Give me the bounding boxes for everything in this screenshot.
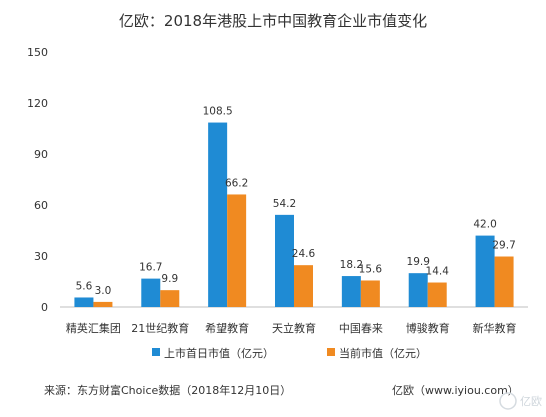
data-label: 9.9 [161,273,178,285]
x-tick-label: 希望教育 [205,321,249,335]
x-tick-label: 新华教育 [473,321,517,335]
bar-series-1 [341,276,361,307]
bar-series-2 [494,256,514,307]
bar-series-1 [408,273,428,307]
bar-series-2 [360,280,380,307]
bar-series-2 [93,301,113,307]
data-label: 14.4 [426,266,450,278]
y-tick-label: 60 [34,199,48,212]
bar-series-2 [227,194,247,307]
y-tick-label: 90 [34,148,48,161]
x-tick-label: 天立教育 [272,321,316,335]
data-label: 54.2 [273,198,296,210]
data-label: 16.7 [139,262,162,274]
y-tick-label: 120 [27,97,48,110]
x-tick-label: 21世纪教育 [131,321,189,335]
bar-series-1 [475,235,495,307]
data-label: 15.6 [359,263,383,275]
bar-series-1 [141,278,161,307]
y-axis: 0 30 60 90 120 150 [27,46,48,314]
y-tick-label: 30 [34,250,48,263]
footer-source: 来源：东方财富Choice数据（2018年12月10日） [44,383,291,397]
data-label: 24.6 [292,248,316,260]
data-label: 66.2 [225,177,248,189]
watermark-logo-icon [499,392,517,410]
data-label: 3.0 [95,285,112,297]
bar-series-1 [74,297,94,307]
data-label: 108.5 [203,106,233,118]
legend-swatch [152,348,160,356]
watermark: 亿欧 [499,392,542,410]
bar-series-2 [294,265,313,307]
footer-credit: 亿欧（www.iyiou.com） [392,384,519,397]
y-tick-label: 0 [41,301,48,314]
data-label: 29.7 [492,240,515,252]
x-tick-label: 博骏教育 [406,321,450,335]
data-label: 42.0 [473,219,496,231]
data-label: 18.2 [340,259,363,271]
legend-item: 上市首日市值（亿元） [152,346,274,360]
legend-item: 当前市值（亿元） [327,346,427,360]
bar-series-2 [427,282,447,307]
x-tick-label: 中国春来 [339,322,383,335]
legend-swatch [327,348,335,356]
bar-series-2 [160,290,180,307]
x-axis: 精英汇集团 21世纪教育 希望教育 天立教育 中国春来 博骏教育 新华教育 [66,321,517,335]
chart-title: 亿欧：2018年港股上市中国教育企业市值变化 [119,12,427,30]
y-tick-label: 150 [27,46,48,59]
bars: 5.6 3.0 16.79.9 108.5 66.2 54.2 24.6 18.215.6 19… [74,106,516,307]
data-label: 19.9 [407,256,430,268]
data-label: 5.6 [76,280,93,292]
x-tick-label: 精英汇集团 [66,321,121,335]
watermark-text: 亿欧 [520,395,542,408]
bar-series-1 [275,214,294,307]
legend: 上市首日市值（亿元） 当前市值（亿元） [152,346,427,360]
bar-series-1 [208,122,228,307]
legend-label: 当前市值（亿元） [339,346,427,360]
legend-label: 上市首日市值（亿元） [164,346,274,360]
